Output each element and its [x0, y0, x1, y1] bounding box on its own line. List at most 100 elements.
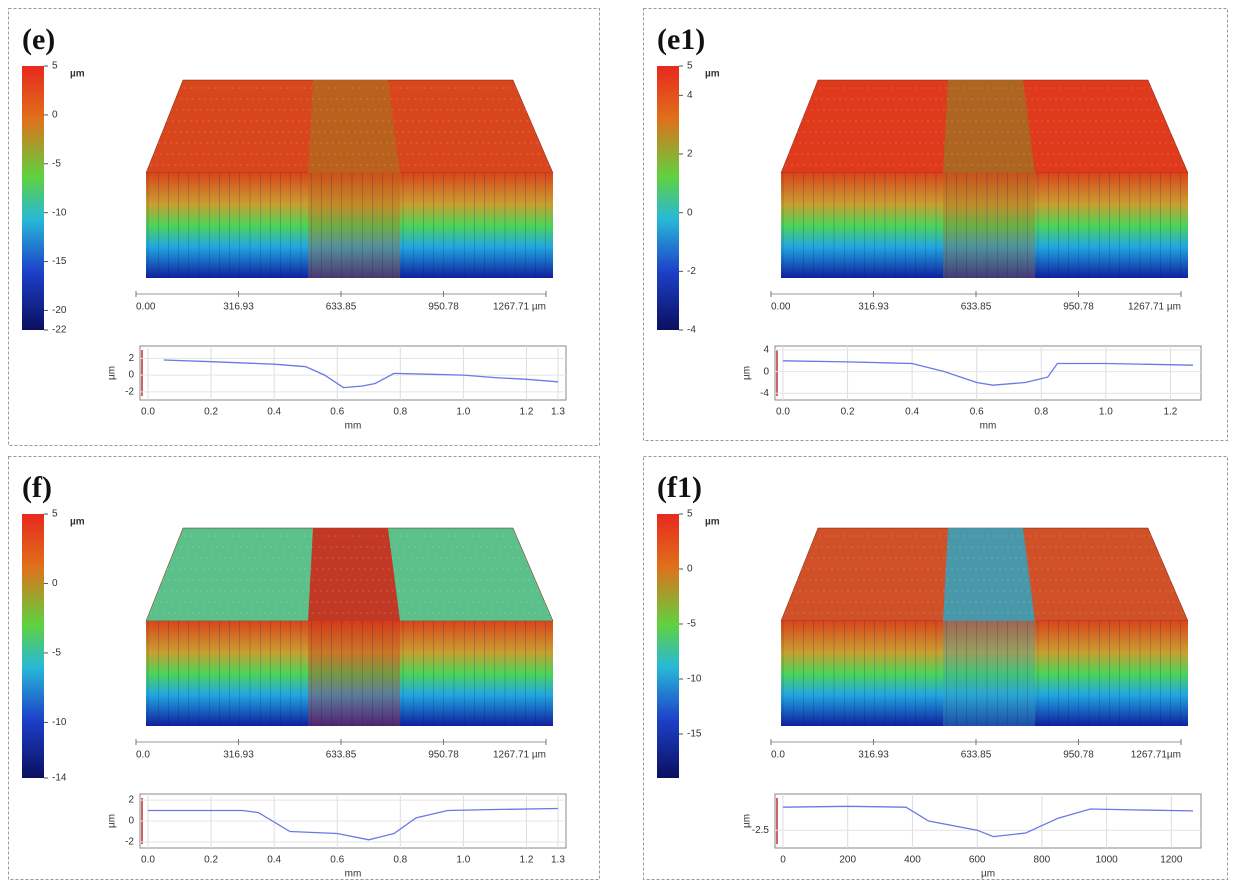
- profile-x-tick-label: 0.2: [204, 407, 218, 418]
- profile-line: [782, 360, 1194, 386]
- surface-groove-front: [308, 621, 400, 726]
- profile-x-tick-label: 1.2: [520, 407, 534, 418]
- surface-tick-label: 950.78: [428, 750, 459, 761]
- surface-front: [146, 173, 553, 278]
- colorbar: [22, 66, 44, 330]
- surface-tick-label: 633.85: [326, 750, 357, 761]
- profile-x-label: µm: [981, 869, 995, 880]
- profile-y-label: µm: [107, 366, 118, 380]
- profile-x-label: mm: [980, 421, 997, 432]
- profile-x-tick-label: 0.6: [330, 407, 344, 418]
- profile-x-tick-label: 1000: [1095, 855, 1118, 866]
- surface-tick-label: 1267.71µm: [1131, 750, 1181, 761]
- profile-x-label: mm: [345, 421, 362, 432]
- profile-line: [782, 805, 1194, 838]
- colorbar-tick-label: -4: [687, 325, 696, 336]
- profile-x-tick-label: 600: [969, 855, 986, 866]
- profile-x-tick-label: 0.2: [204, 855, 218, 866]
- colorbar-tick-label: -22: [52, 325, 67, 336]
- profile-y-tick-label: 0: [763, 366, 769, 377]
- profile-x-tick-label: 1.3: [551, 407, 565, 418]
- surface-groove-front: [943, 173, 1035, 278]
- profile-frame: [774, 345, 1202, 401]
- profile-y-label: µm: [107, 814, 118, 828]
- surface-groove-front: [943, 621, 1035, 726]
- panel-border: [643, 456, 1228, 880]
- profile-x-tick-label: 0.8: [1034, 407, 1048, 418]
- colorbar-tick-label: -10: [52, 207, 67, 218]
- colorbar-tick-label: 0: [52, 578, 58, 589]
- surface-front: [781, 173, 1188, 278]
- profile-x-tick-label: 0.4: [267, 407, 281, 418]
- colorbar-unit: µm: [70, 517, 85, 528]
- panel-border: [643, 8, 1228, 441]
- colorbar: [657, 514, 679, 778]
- panel: (f1) 5 0 -5 -10 -15 µm 0.0 316.93 633.85 950.78 126…: [643, 456, 1228, 880]
- profile-x-tick-label: 800: [1034, 855, 1051, 866]
- profile-y-tick-label: -2.5: [752, 825, 770, 836]
- profile-x-tick-label: 1.3: [551, 855, 565, 866]
- panel-border: [8, 456, 600, 880]
- profile-x-tick-label: 0.2: [841, 407, 855, 418]
- surface-tick-label: 950.78: [1063, 302, 1094, 313]
- profile-y-tick-label: 2: [128, 353, 134, 364]
- surface-tick-label: 950.78: [428, 302, 459, 313]
- colorbar-tick-label: 2: [687, 149, 693, 160]
- panel-border: [8, 8, 600, 446]
- profile-x-tick-label: 400: [904, 855, 921, 866]
- surface-groove: [943, 80, 1035, 173]
- panel-label: (f1): [657, 471, 702, 504]
- surface-tick-label: 1267.71 µm: [493, 302, 546, 313]
- colorbar-tick-label: 0: [52, 110, 58, 121]
- profile-y-tick-label: -2: [125, 386, 134, 397]
- profile-x-tick-label: 0.0: [141, 407, 155, 418]
- profile-x-tick-label: 0.4: [905, 407, 919, 418]
- surface-tick-label: 1267.71 µm: [493, 750, 546, 761]
- profile-x-tick-label: 1.0: [456, 407, 470, 418]
- colorbar-tick-label: 5: [687, 509, 693, 520]
- surface-tick-label: 950.78: [1063, 750, 1094, 761]
- surface-tick-label: 316.93: [858, 750, 889, 761]
- surface-groove-front: [308, 173, 400, 278]
- surface-tick-label: 633.85: [326, 302, 357, 313]
- profile-y-tick-label: -4: [760, 388, 769, 399]
- profile-x-label: mm: [345, 869, 362, 880]
- surface-tick-label: 633.85: [961, 302, 992, 313]
- profile-y-tick-label: 2: [128, 795, 134, 806]
- surface-front: [146, 621, 553, 726]
- profile-x-tick-label: 0.6: [970, 407, 984, 418]
- colorbar-tick-label: -10: [687, 674, 702, 685]
- profile-y-label: µm: [742, 814, 753, 828]
- colorbar-tick-label: -2: [687, 266, 696, 277]
- profile-x-tick-label: 0.8: [393, 407, 407, 418]
- profile-y-tick-label: -2: [125, 837, 134, 848]
- colorbar-tick-label: -5: [52, 648, 61, 659]
- panel: (f)5 0 -5 -10 -14 µm 0.0 316.93 633.85 950.78 1267…: [8, 456, 600, 880]
- profile-y-tick-label: 0: [128, 816, 134, 827]
- colorbar-tick-label: 4: [687, 90, 693, 101]
- colorbar-tick-label: 0: [687, 564, 693, 575]
- profile-y-label: µm: [742, 366, 753, 380]
- profile-x-tick-label: 0: [780, 855, 786, 866]
- profile-x-tick-label: 0.6: [330, 855, 344, 866]
- surface-groove: [943, 528, 1035, 621]
- profile-x-tick-label: 0.8: [393, 855, 407, 866]
- profile-x-tick-label: 0.0: [776, 407, 790, 418]
- colorbar: [657, 66, 679, 330]
- colorbar-tick-label: -5: [52, 158, 61, 169]
- profile-line: [163, 359, 559, 389]
- profile-frame: [774, 793, 1202, 849]
- surface-groove: [308, 528, 400, 621]
- colorbar-tick-label: 5: [52, 509, 58, 520]
- panel-label: (e): [22, 23, 55, 56]
- surface-tick-label: 0.00: [771, 302, 791, 313]
- colorbar-tick-label: 5: [687, 61, 693, 72]
- colorbar-tick-label: -10: [52, 717, 67, 728]
- surface-tick-label: 0.0: [136, 750, 150, 761]
- profile-x-tick-label: 0.0: [141, 855, 155, 866]
- surface-tick-label: 633.85: [961, 750, 992, 761]
- profile-x-tick-label: 1.0: [1099, 407, 1113, 418]
- profile-x-tick-label: 1200: [1160, 855, 1183, 866]
